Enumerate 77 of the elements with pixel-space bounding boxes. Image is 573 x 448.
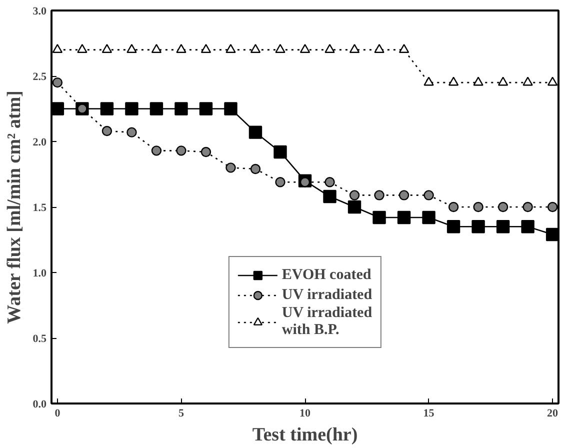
point	[324, 177, 335, 188]
point	[151, 44, 162, 53]
point	[176, 44, 186, 53]
point	[224, 102, 238, 116]
point	[424, 76, 434, 86]
point	[250, 164, 261, 174]
point	[547, 202, 558, 212]
point	[323, 190, 336, 204]
legend-label: EVOH coated	[282, 266, 372, 284]
y-tick-label: 2.0	[32, 136, 47, 148]
point	[248, 126, 262, 139]
point	[473, 76, 484, 86]
point	[150, 102, 164, 116]
point	[199, 102, 213, 116]
point	[424, 190, 434, 200]
y-tick-label: 1.5	[32, 202, 47, 214]
point	[374, 190, 384, 200]
point	[52, 102, 64, 116]
legend-label: UV irradiated with B.P.	[282, 305, 372, 339]
point	[77, 44, 88, 53]
point	[448, 76, 459, 86]
point	[522, 76, 533, 86]
x-tick-label: 5	[178, 408, 184, 420]
point	[275, 44, 286, 53]
point	[275, 177, 286, 188]
point	[448, 202, 459, 212]
point	[102, 126, 112, 136]
point	[250, 44, 261, 53]
point	[397, 210, 411, 224]
point	[374, 44, 384, 53]
point	[52, 77, 63, 88]
y-tick-label: 0.0	[32, 398, 47, 410]
y-tick-label: 3.0	[32, 6, 47, 18]
point	[200, 146, 212, 158]
point	[496, 220, 510, 234]
point	[349, 44, 360, 53]
point	[226, 162, 236, 173]
point	[174, 102, 188, 116]
point	[473, 202, 484, 212]
point	[398, 44, 410, 53]
y-axis-title: Water flux [ml/min cm² atm]	[4, 90, 25, 324]
point	[349, 190, 360, 200]
x-axis-title: Test time(hr)	[252, 424, 358, 446]
legend-label: UV irradiated	[282, 286, 372, 304]
x-tick-label: 0	[54, 408, 61, 420]
point	[498, 202, 508, 212]
point	[546, 228, 558, 242]
y-tick-label: 2.5	[32, 71, 47, 83]
point	[126, 127, 137, 138]
point	[521, 220, 534, 234]
point	[422, 210, 436, 224]
x-tick-label: 10	[300, 408, 311, 420]
point	[52, 44, 63, 53]
point	[100, 102, 114, 116]
point	[398, 190, 410, 200]
y-tick-label: 1.0	[32, 268, 47, 280]
point	[522, 202, 533, 212]
point	[324, 44, 335, 53]
x-tick-label: 15	[423, 408, 435, 420]
point	[300, 44, 310, 53]
point	[102, 44, 112, 53]
point	[472, 220, 485, 234]
point	[300, 177, 310, 188]
point	[126, 44, 137, 53]
point	[226, 44, 236, 53]
point	[446, 220, 460, 234]
point	[151, 146, 162, 156]
x-tick-label: 20	[547, 408, 559, 420]
point	[274, 145, 287, 159]
point	[176, 146, 186, 156]
point	[348, 200, 362, 214]
point	[125, 102, 138, 116]
point	[200, 44, 212, 53]
point	[498, 76, 508, 86]
y-tick-label: 0.5	[32, 333, 47, 345]
point	[372, 210, 386, 224]
point	[547, 76, 558, 86]
